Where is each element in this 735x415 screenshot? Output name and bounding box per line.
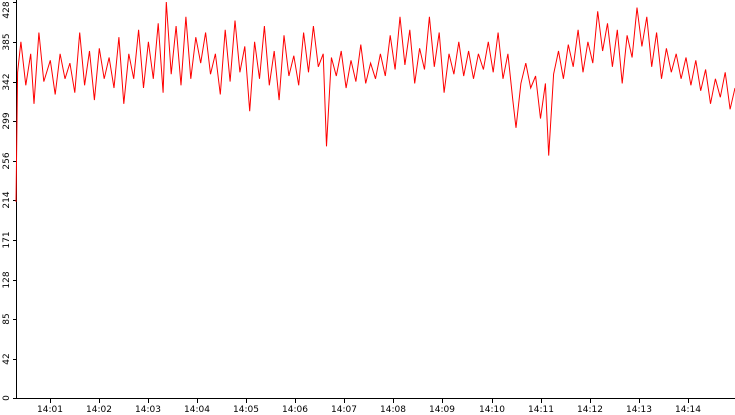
y-tick-label: 385	[2, 33, 12, 50]
y-tick-label: 0	[2, 395, 12, 401]
y-tick-label: 128	[2, 271, 12, 288]
x-tick-label: 14:08	[380, 405, 406, 415]
x-tick-label: 14:09	[429, 405, 455, 415]
x-tick-label: 14:13	[626, 405, 652, 415]
x-tick-label: 14:07	[331, 405, 357, 415]
y-tick-label: 214	[2, 191, 12, 208]
y-tick-label: 42	[2, 353, 12, 364]
y-tick-label: 342	[2, 73, 12, 90]
x-axis: 14:01 14:02 14:03 14:04 14:05 14:06 14:07 14:08…	[16, 398, 735, 415]
y-tick-label: 171	[2, 231, 12, 248]
x-tick-label: 14:02	[86, 405, 112, 415]
y-axis: 0 42 85 128 171 214 256 299 342 385 428	[2, 0, 17, 401]
y-tick-label: 299	[2, 112, 12, 129]
x-tick-label: 14:03	[135, 405, 161, 415]
x-tick-label: 14:12	[577, 405, 603, 415]
y-tick-label: 256	[2, 152, 12, 169]
series-group	[15, 1, 735, 202]
x-tick-label: 14:04	[184, 405, 210, 415]
x-tick-label: 14:05	[233, 405, 259, 415]
x-tick-label: 14:14	[675, 405, 701, 415]
series-line	[15, 1, 735, 202]
x-tick-label: 14:01	[37, 405, 63, 415]
y-tick-label: 428	[2, 1, 12, 18]
x-tick-label: 14:10	[479, 405, 505, 415]
x-tick-label: 14:06	[282, 405, 308, 415]
x-tick-label: 14:11	[528, 405, 554, 415]
y-tick-label: 85	[2, 313, 12, 324]
